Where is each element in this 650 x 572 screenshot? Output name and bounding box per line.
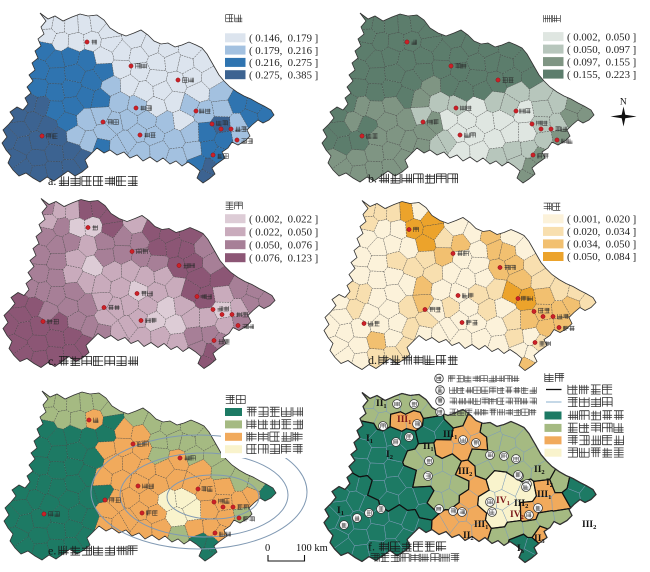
svg-text:III2: III2 [514,499,528,510]
svg-text:III2: III2 [458,467,472,478]
svg-text:III2: III2 [582,520,596,531]
svg-text:II1: II1 [376,399,387,410]
svg-text:( 0.097, 0.155 ]: ( 0.097, 0.155 ] [567,56,636,68]
svg-text:( 0.076, 0.123 ]: ( 0.076, 0.123 ] [249,252,318,264]
svg-text:d.: d. [368,353,377,367]
svg-text:( 0.002, 0.050 ]: ( 0.002, 0.050 ] [567,31,636,43]
svg-text:e.: e. [48,543,56,557]
svg-text:N: N [620,98,627,108]
svg-text:( 0.216, 0.275 ]: ( 0.216, 0.275 ] [249,57,318,69]
svg-text:( 0.155, 0.223 ]: ( 0.155, 0.223 ] [567,69,636,81]
svg-text:II3: II3 [534,534,545,545]
svg-text:III1: III1 [397,415,411,426]
svg-text:IV1: IV1 [496,496,510,507]
svg-text:III1: III1 [474,520,488,531]
svg-text:( 0.034, 0.050 ]: ( 0.034, 0.050 ] [567,239,636,251]
svg-text:III1: III1 [443,430,457,441]
svg-text:0: 0 [265,543,270,554]
svg-text:I2: I2 [386,450,393,461]
svg-text:( 0.275, 0.385 ]: ( 0.275, 0.385 ] [249,69,318,81]
svg-text:b.: b. [368,171,377,185]
svg-text:f.: f. [368,539,375,553]
svg-text:( 0.020, 0.034 ]: ( 0.020, 0.034 ] [567,226,636,238]
svg-text:II2: II2 [463,531,474,542]
svg-text:100 km: 100 km [296,543,328,554]
svg-text:( 0.050, 0.076 ]: ( 0.050, 0.076 ] [249,239,318,251]
svg-text:II1: II1 [423,442,434,453]
svg-text:( 0.002, 0.022 ]: ( 0.002, 0.022 ] [249,213,318,225]
svg-text:c.: c. [48,354,56,368]
svg-text:III1: III1 [537,490,551,501]
svg-text:I2: I2 [546,478,553,489]
svg-text:( 0.050, 0.097 ]: ( 0.050, 0.097 ] [567,44,636,56]
svg-text:I1: I1 [337,506,344,517]
svg-text:II2: II2 [534,465,545,476]
svg-text:( 0.050, 0.084 ]: ( 0.050, 0.084 ] [567,251,636,263]
svg-text:( 0.022, 0.050 ]: ( 0.022, 0.050 ] [249,226,318,238]
svg-text:( 0.001, 0.020 ]: ( 0.001, 0.020 ] [567,214,636,226]
svg-text:I1: I1 [366,434,373,445]
svg-text:( 0.146, 0.179 ]: ( 0.146, 0.179 ] [249,33,318,45]
svg-text:I3: I3 [517,544,525,555]
svg-text:( 0.179, 0.216 ]: ( 0.179, 0.216 ] [249,45,318,57]
svg-text:a.: a. [48,174,56,188]
svg-text:IV2: IV2 [510,510,524,521]
